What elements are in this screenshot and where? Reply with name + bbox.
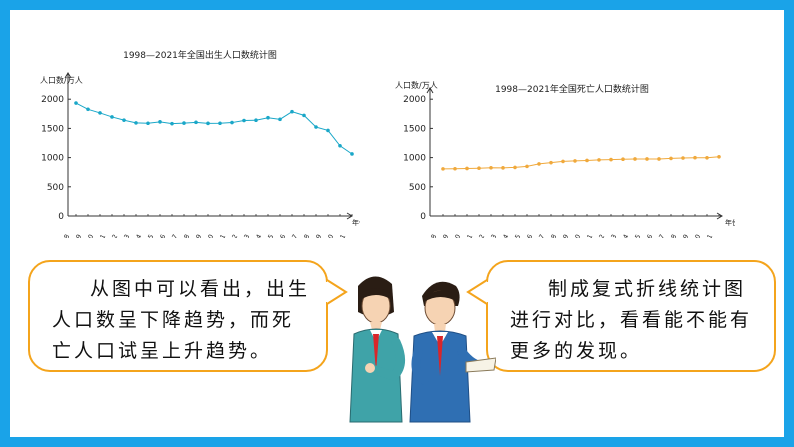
left-bubble-tail [326,279,348,305]
data-point [537,162,541,166]
data-point [669,156,673,161]
right-speech-bubble: 制成复式折线统计图进行对比，看看能不能有更多的发现。 [486,260,776,372]
data-point [501,166,505,170]
y-tick-label: 500 [47,183,64,193]
data-point [441,167,445,171]
data-point [477,166,481,171]
y-tick-label: 500 [409,183,426,193]
data-point [242,118,246,123]
data-point [561,159,565,164]
data-point [122,118,126,122]
data-point [230,120,234,125]
left-bubble-text: 从图中可以看出，出生人口数呈下降趋势，而死亡人口试呈上升趋势。 [52,278,311,362]
data-point [513,165,517,170]
data-point [218,121,222,126]
data-point [278,117,282,122]
data-point [74,101,78,105]
data-point [573,159,577,163]
y-tick-label: 1500 [403,124,426,134]
data-point [465,166,469,171]
data-point [681,156,685,160]
data-point [110,115,114,119]
birth-chart: 1998—2021年全国出生人口数统计图 人口数/万人 年份 0 500 1000 1… [20,28,366,251]
data-point [158,120,162,124]
birth-chart-svg: 1998—2021年全国出生人口数统计图 人口数/万人 年份 0 500 1000 1… [40,49,366,251]
series-line [442,156,720,170]
x-tick-label: 1998 [56,233,71,238]
chart-title: 1998—2021年全国出生人口数统计图 [123,49,277,61]
x-axis-label: 年份 [352,218,360,227]
death-chart: 1998—2021年全国死亡人口数统计图 人口数/万人 年份 0 500 1000 1… [390,28,739,251]
data-point [717,154,721,159]
data-point [597,158,601,162]
data-point [254,118,258,123]
chart-title: 1998—2021年全国死亡人口数统计图 [495,83,649,95]
data-point [705,155,709,160]
series-line [75,102,353,155]
data-point [350,152,354,156]
data-point [134,121,138,125]
y-axis-arrow [426,87,434,94]
data-point [633,157,637,161]
data-point [206,121,210,126]
data-point [314,125,318,129]
y-axis-label: 人口数/万人 [40,75,83,85]
y-tick-label: 1500 [41,124,64,134]
data-point [525,164,529,169]
right-bubble-tail [466,279,488,305]
data-point [549,160,553,165]
data-point [609,157,613,162]
y-axis-arrow [64,72,72,79]
data-point [146,121,150,126]
y-axis-label: 人口数/万人 [395,80,438,90]
data-point [290,109,294,114]
data-point [657,157,661,161]
data-point [326,128,330,133]
data-point [194,120,198,125]
data-point [98,111,102,115]
data-point [266,115,270,120]
y-tick-label: 1000 [403,154,426,164]
y-tick-label: 2000 [41,95,64,105]
data-point [453,166,457,171]
right-bubble-text: 制成复式折线统计图进行对比，看看能不能有更多的发现。 [510,278,753,362]
x-axis-label: 年份 [725,218,735,227]
boy-illustration [409,281,496,423]
slide: 1998—2021年全国出生人口数统计图 人口数/万人 年份 050010001… [10,10,784,437]
y-tick-label: 2000 [403,95,426,105]
data-point [170,121,174,126]
data-point [489,165,493,170]
y-tick-label: 1000 [41,154,64,164]
data-point [621,157,625,162]
data-point [338,144,342,148]
data-point [645,157,649,161]
data-point [585,158,589,163]
girl-illustration [349,276,405,423]
data-point [302,113,306,118]
y-tick-label: 0 [420,212,426,222]
data-point [693,155,697,160]
data-point [182,121,186,125]
data-point [86,107,90,112]
left-speech-bubble: 从图中可以看出，出生人口数呈下降趋势，而死亡人口试呈上升趋势。 [28,260,328,372]
death-chart-svg: 1998—2021年全国死亡人口数统计图 人口数/万人 年份 0 500 1000 1… [395,80,739,251]
y-tick-label: 0 [58,212,64,222]
x-tick-label: 1998 [423,233,438,238]
